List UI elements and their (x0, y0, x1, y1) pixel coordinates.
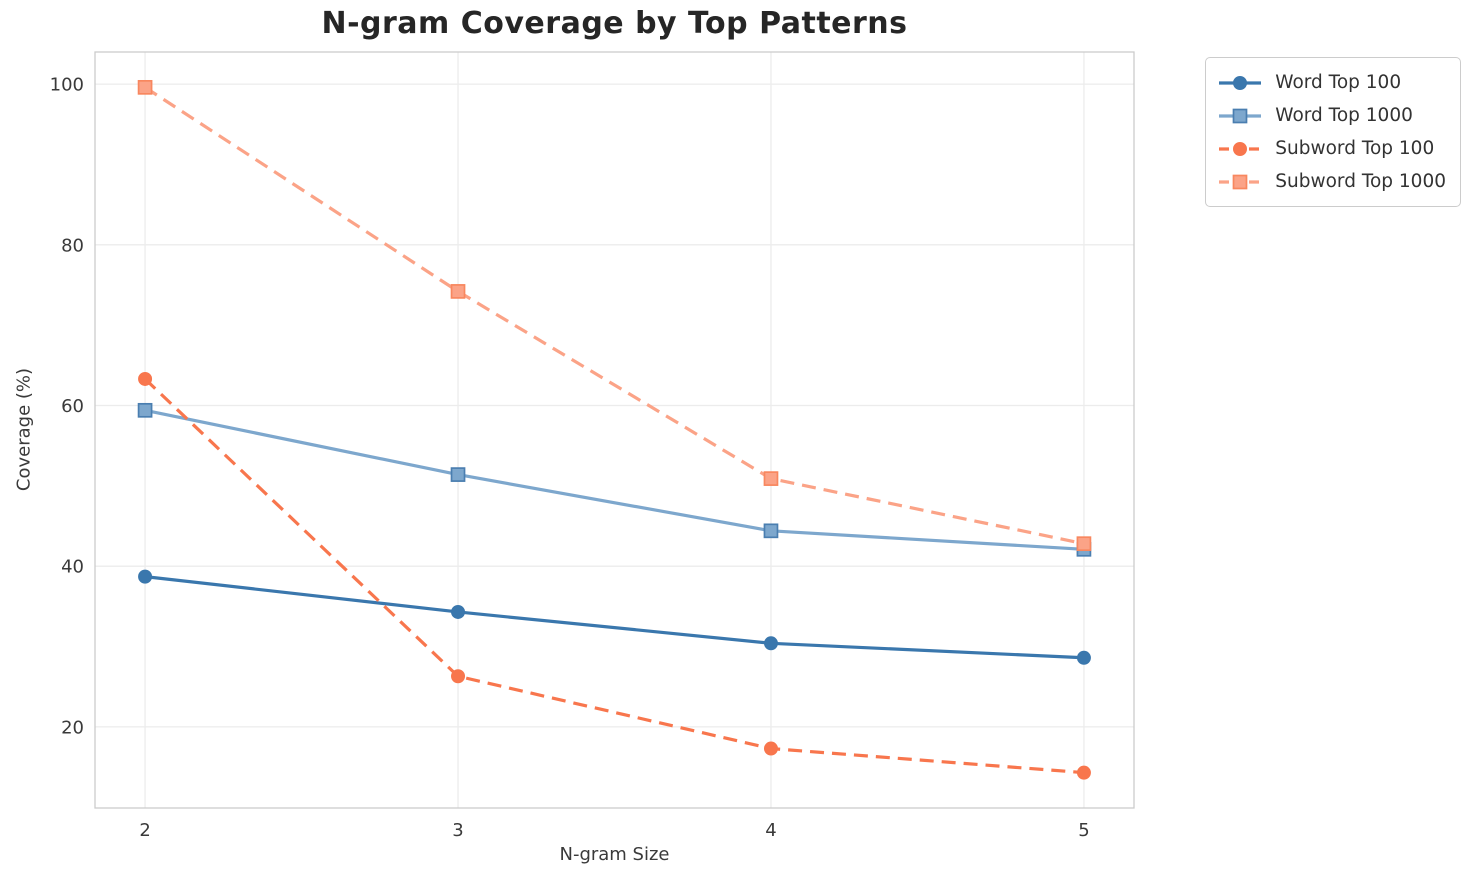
marker-subword-top-1000-x5 (1076, 536, 1092, 552)
legend-sample-subword-top-100 (1219, 141, 1262, 156)
marker-word-top-100-x5 (1076, 650, 1091, 665)
marker-word-top-1000-x2 (137, 402, 153, 418)
y-axis-label: Coverage (%) (13, 367, 35, 492)
legend-label: Word Top 1000 (1275, 105, 1413, 126)
marker-subword-top-1000-x4 (763, 471, 779, 486)
marker-word-top-1000-x4 (763, 523, 779, 539)
marker-word-top-100-x3 (451, 604, 466, 619)
series-line-word-top-100 (144, 575, 1085, 660)
legend-label: Subword Top 100 (1275, 138, 1435, 159)
marker-subword-top-100-x5 (1076, 765, 1091, 780)
axes-spines (94, 51, 1135, 809)
legend-item-word-top-100: Word Top 100 (1217, 68, 1446, 97)
x-tick-label-4: 4 (765, 820, 776, 841)
legend-item-subword-top-1000: Subword Top 1000 (1217, 167, 1446, 196)
y-tick-label-60: 60 (61, 396, 84, 417)
legend-sample-word-top-1000 (1219, 108, 1262, 123)
marker-subword-top-1000-x3 (450, 284, 466, 299)
legend: Word Top 100 Word Top 1000 Subword Top 100… (1205, 57, 1461, 207)
marker-word-top-1000-x3 (450, 467, 466, 482)
series-line-subword-top-100 (143, 377, 1085, 775)
marker-subword-top-100-x2 (138, 371, 153, 386)
legend-item-subword-top-100: Subword Top 100 (1217, 134, 1446, 163)
legend-sample-subword-top-1000 (1219, 174, 1262, 189)
chart-title: N-gram Coverage by Top Patterns (321, 6, 908, 41)
series-line-word-top-1000 (144, 408, 1085, 551)
x-tick-label-2: 2 (139, 820, 150, 841)
y-tick-label-100: 100 (50, 75, 84, 96)
legend-label: Word Top 100 (1275, 72, 1402, 93)
marker-subword-top-1000-x2 (137, 79, 153, 95)
x-tick-label-3: 3 (452, 820, 463, 841)
x-tick-label-5: 5 (1078, 820, 1089, 841)
marker-word-top-100-x2 (138, 569, 153, 584)
marker-subword-top-100-x3 (451, 669, 466, 684)
series-line-subword-top-1000 (144, 86, 1085, 546)
legend-item-word-top-1000: Word Top 1000 (1217, 101, 1446, 130)
marker-subword-top-100-x4 (763, 741, 778, 756)
legend-label: Subword Top 1000 (1275, 171, 1446, 192)
y-tick-label-80: 80 (61, 235, 84, 256)
legend-sample-word-top-100 (1219, 75, 1262, 90)
marker-word-top-100-x4 (763, 636, 778, 651)
x-axis-label: N-gram Size (559, 844, 670, 865)
y-tick-label-40: 40 (61, 557, 84, 578)
y-tick-label-20: 20 (61, 717, 84, 738)
